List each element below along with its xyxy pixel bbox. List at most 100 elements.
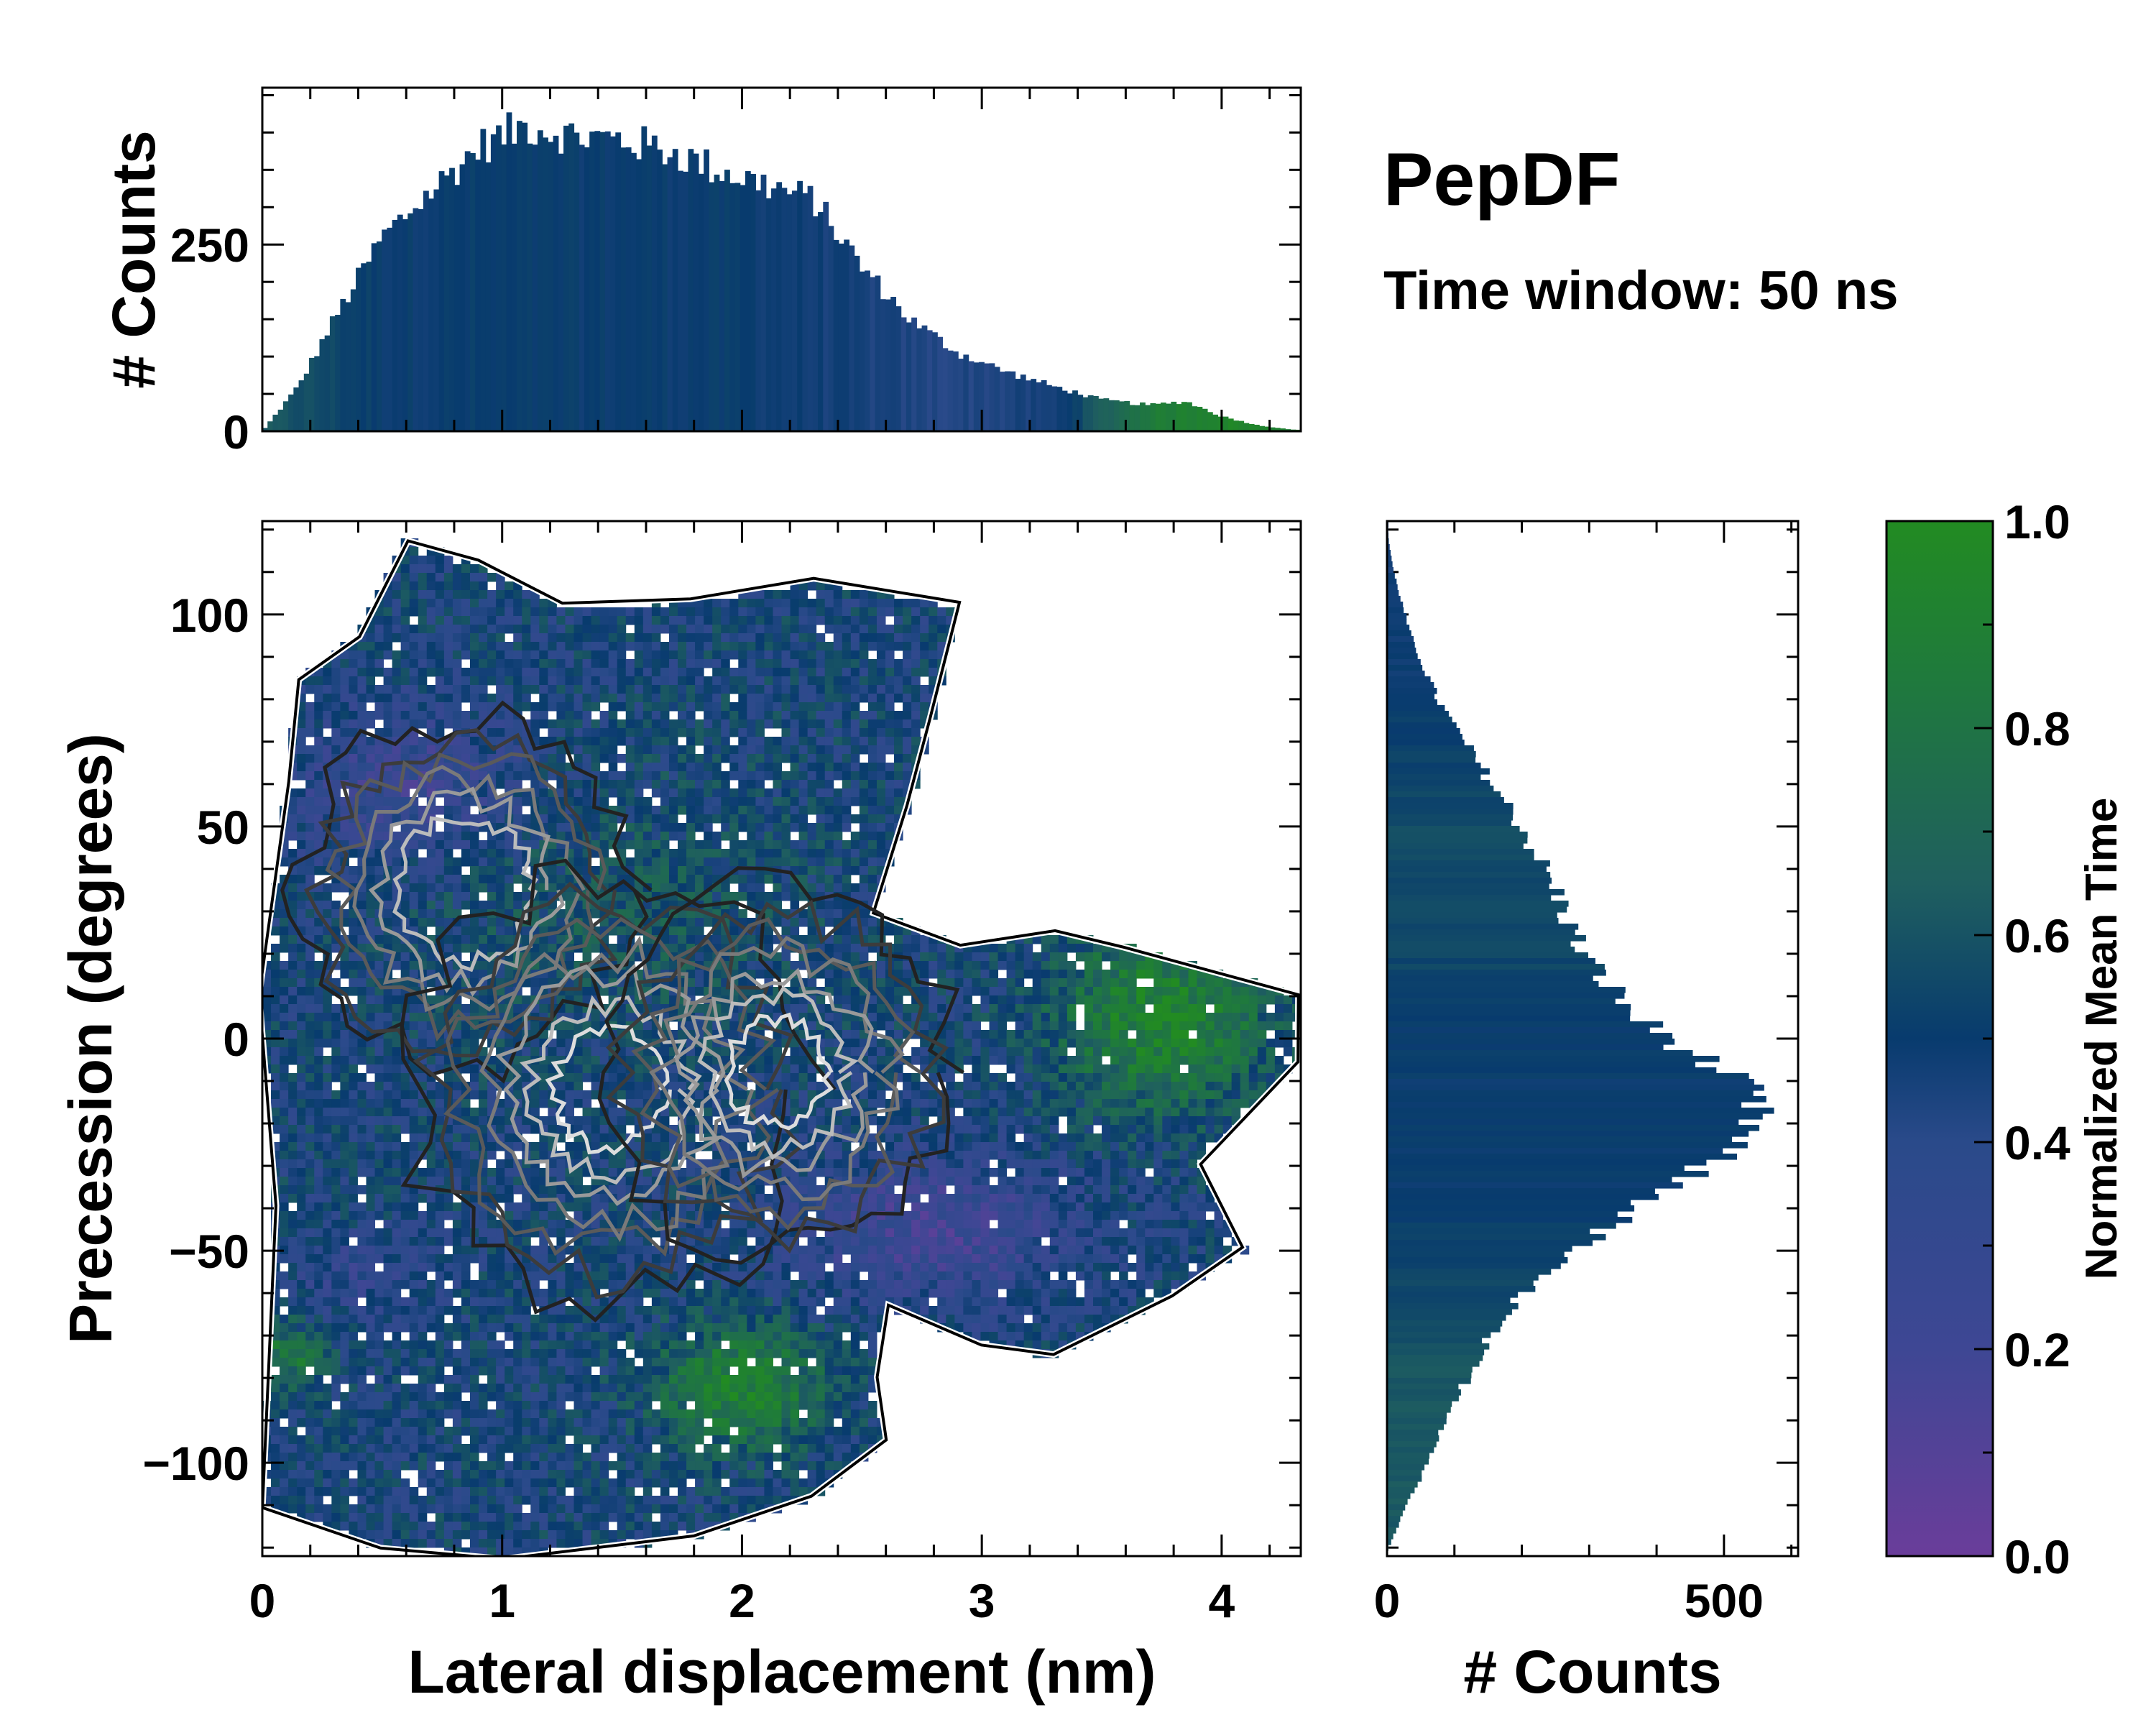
heatmap-cell [591, 909, 601, 919]
heatmap-cell [366, 1177, 376, 1186]
heatmap-cell [660, 1271, 670, 1281]
heatmap-cell [340, 1496, 349, 1505]
top-histogram-bar [890, 297, 897, 431]
heatmap-cell [443, 564, 453, 574]
heatmap-cell [400, 1246, 410, 1255]
heatmap-cell [288, 1444, 298, 1453]
heatmap-cell [660, 754, 670, 763]
heatmap-cell [556, 1021, 566, 1031]
heatmap-cell [383, 1237, 393, 1246]
heatmap-cell [331, 1047, 341, 1057]
heatmap-cell [314, 1478, 323, 1488]
heatmap-cell [608, 659, 618, 668]
heatmap-cell [522, 1444, 531, 1453]
heatmap-cell [288, 1427, 298, 1436]
heatmap-cell [634, 702, 644, 712]
top-histogram-bar [781, 188, 788, 431]
heatmap-cell [513, 1366, 522, 1376]
heatmap-cell [599, 1340, 609, 1350]
heatmap-cell [608, 814, 618, 824]
heatmap-cell [522, 607, 531, 617]
heatmap-cell [634, 780, 644, 789]
top-histogram-bar [989, 363, 995, 431]
heatmap-cell [556, 1030, 566, 1039]
heatmap-cell [556, 625, 566, 634]
heatmap-cell [505, 1315, 514, 1324]
heatmap-cell [487, 1271, 497, 1281]
heatmap-cell [539, 935, 548, 944]
heatmap-cell [642, 823, 653, 832]
heatmap-cell [479, 944, 488, 953]
heatmap-cell [314, 1237, 323, 1246]
heatmap-cell [651, 1133, 661, 1143]
heatmap-cell [539, 1090, 548, 1100]
heatmap-cell [392, 1401, 402, 1410]
heatmap-cell [349, 1099, 358, 1108]
heatmap-cell [452, 1496, 462, 1505]
heatmap-cell [634, 1427, 644, 1436]
heatmap-cell [539, 1409, 548, 1419]
heatmap-cell [617, 944, 627, 953]
heatmap-cell [530, 1332, 540, 1341]
heatmap-cell [418, 590, 428, 599]
heatmap-cell [582, 1409, 592, 1419]
heatmap-cell [599, 1522, 609, 1531]
heatmap-cell [357, 1504, 367, 1514]
heatmap-cell [487, 694, 497, 703]
heatmap-cell [505, 1185, 514, 1195]
heatmap-cell [573, 1384, 584, 1393]
heatmap-cell [435, 780, 445, 789]
heatmap-cell [565, 1246, 574, 1255]
heatmap-cell [288, 1099, 298, 1108]
heatmap-cell [565, 961, 574, 970]
heatmap-cell [452, 1211, 462, 1220]
heatmap-cell [374, 702, 384, 712]
heatmap-cell [565, 1375, 574, 1384]
heatmap-cell [452, 901, 462, 910]
heatmap-cell [392, 857, 402, 867]
heatmap-cell [383, 901, 393, 910]
heatmap-cell [374, 1108, 384, 1117]
heatmap-cell [530, 642, 540, 651]
heatmap-cell [522, 935, 531, 944]
heatmap-cell [297, 771, 306, 781]
heatmap-cell [271, 978, 280, 988]
heatmap-cell [496, 1513, 505, 1522]
heatmap-cell [599, 1047, 609, 1057]
heatmap-cell [418, 1220, 428, 1229]
heatmap-cell [565, 1358, 574, 1367]
heatmap-cell [400, 1194, 410, 1203]
heatmap-cell [660, 771, 670, 781]
heatmap-cell [409, 1021, 419, 1031]
heatmap-cell [617, 625, 627, 634]
top-histogram-bar [1264, 426, 1271, 431]
heatmap-cell [522, 1047, 531, 1057]
heatmap-cell [435, 599, 445, 608]
heatmap-cell [556, 1487, 566, 1496]
heatmap-cell [392, 719, 402, 729]
heatmap-cell [443, 1504, 453, 1514]
heatmap-cell [340, 1332, 349, 1341]
top-histogram-bar [392, 219, 398, 431]
heatmap-cell [479, 1496, 488, 1505]
heatmap-cell [288, 1039, 298, 1048]
heatmap-cell [323, 1159, 332, 1169]
heatmap-cell [426, 1177, 436, 1186]
heatmap-cell [617, 797, 627, 806]
heatmap-cell [608, 1384, 618, 1393]
heatmap-cell [539, 1366, 548, 1376]
heatmap-cell [651, 676, 661, 686]
heatmap-cell [409, 840, 419, 850]
heatmap-cell [461, 840, 471, 850]
heatmap-cell [539, 1297, 548, 1307]
heatmap-cell [349, 1159, 358, 1169]
heatmap-cell [539, 1064, 548, 1074]
heatmap-cell [505, 840, 514, 850]
heatmap-cell [392, 995, 402, 1005]
heatmap-cell [452, 883, 462, 893]
heatmap-cell [522, 625, 531, 634]
heatmap-cell [591, 650, 601, 660]
heatmap-cell [340, 970, 349, 979]
heatmap-cell [522, 1332, 531, 1341]
heatmap-cell [539, 1539, 548, 1548]
